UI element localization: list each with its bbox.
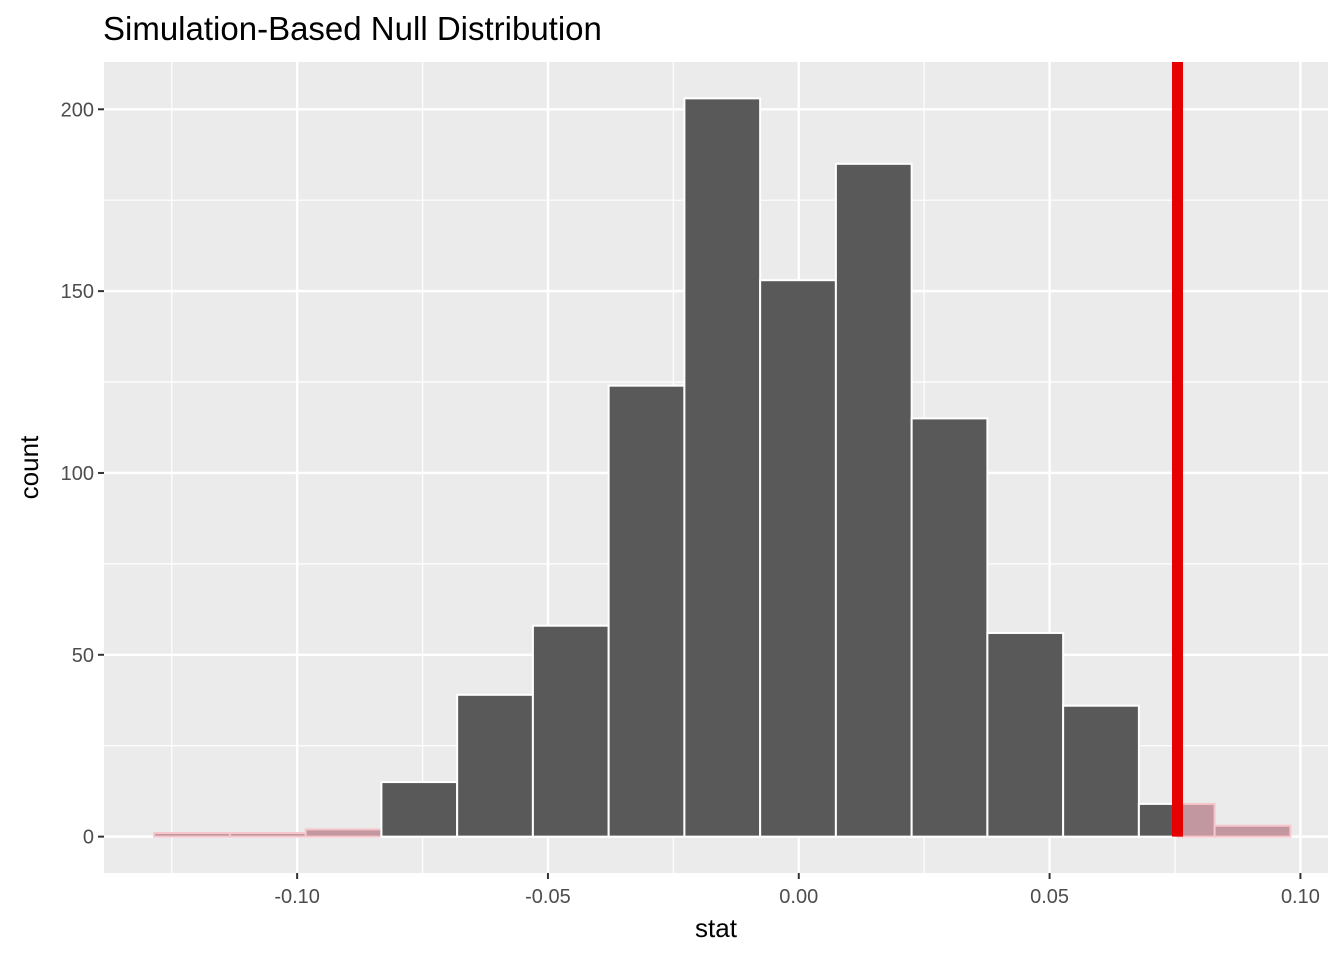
histogram-bar	[380, 781, 459, 838]
y-axis: 0 50 100 150 200	[61, 99, 104, 849]
y-tick-label: 50	[72, 645, 94, 667]
x-axis-title: stat	[695, 913, 738, 943]
y-tick-label: 200	[61, 99, 94, 121]
x-tick-label: -0.10	[274, 886, 320, 908]
x-axis: -0.10 -0.05 0.00 0.05 0.10	[274, 873, 1320, 908]
chart-title: Simulation-Based Null Distribution	[103, 10, 602, 47]
x-tick-label: 0.00	[779, 886, 818, 908]
x-tick-label: 0.05	[1030, 886, 1069, 908]
y-tick-label: 0	[83, 827, 94, 849]
histogram-bar-shaded	[1213, 824, 1292, 838]
histogram-bar	[834, 162, 913, 838]
histogram-bar	[683, 97, 762, 838]
histogram-bar	[1137, 802, 1179, 838]
histogram-bar-shaded	[228, 831, 307, 838]
x-tick-label: -0.05	[525, 886, 571, 908]
histogram-bar	[456, 693, 534, 838]
histogram-bar-shaded	[1176, 802, 1216, 838]
histogram-bar	[910, 417, 989, 838]
histogram-bars	[153, 97, 1292, 838]
histogram-bar-shaded	[153, 831, 231, 838]
histogram-bar-shaded	[304, 828, 383, 838]
y-tick-label: 150	[61, 281, 94, 303]
histogram-bar	[531, 624, 610, 838]
histogram-bar	[1062, 704, 1140, 838]
histogram-bar	[607, 384, 686, 838]
y-tick-label: 100	[61, 463, 94, 485]
y-axis-title: count	[14, 435, 44, 499]
histogram-bar	[759, 279, 837, 838]
x-tick-label: 0.10	[1281, 886, 1320, 908]
histogram-bar	[986, 631, 1065, 838]
